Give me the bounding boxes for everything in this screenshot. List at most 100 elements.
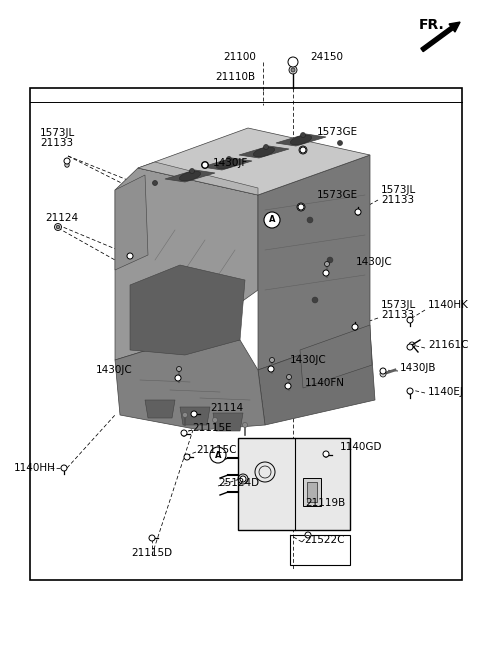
Polygon shape (145, 400, 175, 418)
Circle shape (408, 318, 412, 322)
Text: 1573GE: 1573GE (317, 127, 358, 137)
Circle shape (380, 371, 386, 377)
Text: 21110B: 21110B (215, 72, 255, 82)
Circle shape (181, 430, 187, 436)
Bar (290, 535, 350, 565)
Ellipse shape (253, 147, 275, 157)
Circle shape (192, 412, 196, 416)
Circle shape (408, 390, 412, 394)
Circle shape (327, 257, 333, 263)
Circle shape (355, 209, 361, 215)
Circle shape (298, 204, 304, 210)
Text: 21115C: 21115C (196, 445, 237, 455)
Text: 1140HH: 1140HH (14, 463, 56, 473)
Text: 21133: 21133 (40, 138, 73, 148)
Circle shape (312, 297, 318, 303)
Circle shape (150, 536, 154, 540)
Text: 1140FN: 1140FN (305, 378, 345, 388)
Circle shape (407, 388, 413, 394)
Circle shape (65, 163, 69, 167)
Circle shape (202, 162, 208, 168)
Text: 1573JL: 1573JL (39, 128, 74, 138)
Text: 21100: 21100 (224, 52, 256, 62)
Circle shape (184, 454, 190, 460)
Circle shape (185, 455, 189, 459)
Text: A: A (269, 215, 275, 225)
Text: 25124D: 25124D (218, 478, 259, 488)
Polygon shape (276, 134, 326, 146)
Circle shape (240, 476, 246, 482)
Bar (30, 88, 462, 580)
Circle shape (227, 156, 231, 162)
Polygon shape (202, 158, 252, 170)
Polygon shape (213, 413, 243, 431)
Bar (307, 482, 317, 502)
Polygon shape (115, 340, 265, 430)
Text: 21522C: 21522C (304, 535, 345, 545)
Circle shape (191, 411, 197, 417)
Circle shape (307, 217, 313, 223)
Circle shape (190, 168, 194, 173)
Circle shape (175, 375, 181, 381)
Circle shape (288, 57, 298, 67)
Circle shape (127, 253, 133, 259)
Text: 21119B: 21119B (305, 498, 345, 508)
Circle shape (149, 535, 155, 541)
Text: 1430JC: 1430JC (356, 257, 393, 267)
Text: FR.: FR. (419, 18, 445, 32)
Polygon shape (180, 407, 210, 425)
Circle shape (407, 344, 413, 350)
Circle shape (356, 211, 360, 215)
Circle shape (268, 366, 274, 372)
Circle shape (301, 148, 305, 152)
Circle shape (182, 413, 188, 417)
Text: 24150: 24150 (310, 52, 343, 62)
Circle shape (203, 163, 207, 167)
Text: 21115D: 21115D (132, 548, 173, 558)
Text: 21124: 21124 (45, 213, 78, 223)
Circle shape (269, 357, 275, 363)
Circle shape (56, 225, 60, 229)
Circle shape (182, 432, 186, 436)
Text: 1573JL: 1573JL (381, 185, 416, 195)
Circle shape (213, 417, 217, 422)
Bar (238, 438, 350, 530)
Text: 21161C: 21161C (428, 340, 468, 350)
Polygon shape (258, 155, 370, 370)
Polygon shape (115, 168, 258, 360)
Bar (303, 478, 321, 506)
Circle shape (264, 145, 268, 150)
Text: 1430JF: 1430JF (213, 158, 248, 168)
Text: 21133: 21133 (381, 195, 414, 205)
Circle shape (323, 270, 329, 276)
Circle shape (62, 466, 66, 470)
Ellipse shape (180, 171, 201, 181)
Text: 1140HK: 1140HK (428, 300, 469, 310)
Polygon shape (300, 325, 372, 388)
Circle shape (242, 422, 248, 428)
Text: 1140EJ: 1140EJ (428, 387, 464, 397)
Circle shape (300, 147, 306, 153)
Circle shape (291, 68, 295, 72)
Circle shape (177, 367, 181, 371)
Circle shape (297, 203, 305, 211)
Circle shape (64, 158, 70, 164)
Circle shape (324, 453, 328, 457)
Circle shape (210, 447, 226, 463)
Polygon shape (165, 170, 215, 182)
Circle shape (324, 261, 329, 267)
Polygon shape (239, 146, 289, 158)
FancyArrow shape (421, 22, 460, 52)
Text: 21115E: 21115E (192, 423, 232, 433)
Circle shape (299, 146, 307, 154)
Circle shape (407, 317, 413, 323)
Circle shape (380, 368, 386, 374)
Polygon shape (138, 162, 258, 195)
Polygon shape (130, 265, 245, 355)
Text: 1430JC: 1430JC (290, 355, 327, 365)
Circle shape (323, 451, 329, 457)
Circle shape (305, 532, 311, 538)
Circle shape (352, 324, 358, 330)
Text: 1573JL: 1573JL (381, 300, 416, 310)
Circle shape (289, 66, 297, 74)
